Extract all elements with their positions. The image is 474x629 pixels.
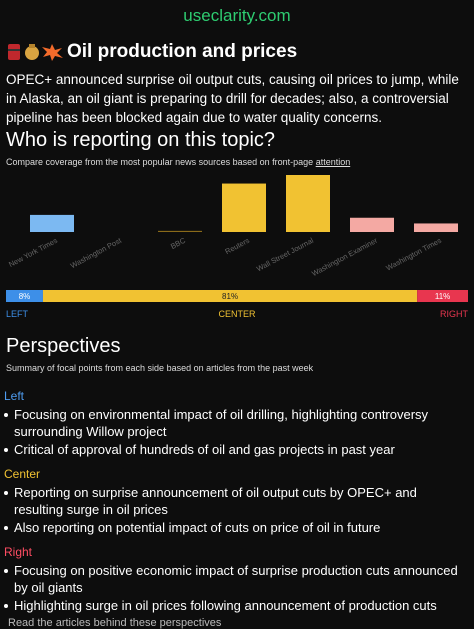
segment: [42, 290, 418, 302]
bar: [158, 230, 202, 232]
coverage-chart: New York Times Washington Post BBC Reuters W…: [7, 175, 458, 278]
segment-label: 81%: [222, 292, 238, 301]
source-label: Wall Street Journal: [255, 236, 315, 274]
segment-label: 11%: [435, 292, 450, 301]
perspective-point: Reporting on surprise announcement of oi…: [0, 484, 474, 518]
coverage-description: Compare coverage from the most popular n…: [6, 157, 350, 167]
perspectives-heading: Perspectives: [6, 335, 121, 357]
group-label[interactable]: Left: [4, 389, 25, 403]
footer-link[interactable]: Read the articles behind these perspecti…: [8, 617, 222, 629]
bar: [414, 223, 458, 232]
source-label: Washington Examiner: [310, 236, 379, 278]
legend-label: CENTER: [218, 309, 256, 319]
perspective-point: Highlighting surge in oil prices followi…: [0, 597, 474, 614]
segment: [6, 290, 43, 302]
description-text: Compare coverage from the most popular n…: [6, 157, 314, 167]
source-label: Washington Times: [384, 236, 443, 273]
bar: [30, 214, 74, 232]
segment: [417, 290, 468, 302]
site-name[interactable]: useclarity.com: [183, 6, 291, 25]
legend-label: RIGHT: [440, 309, 469, 319]
group-label[interactable]: Right: [4, 545, 33, 559]
segment-label: 8%: [19, 292, 31, 301]
title-icons: [8, 44, 63, 61]
legend-label: LEFT: [6, 309, 29, 319]
group-label[interactable]: Center: [4, 467, 41, 481]
article-summary: OPEC+ announced surprise oil output cuts…: [6, 72, 459, 125]
coverage-heading: Who is reporting on this topic?: [6, 129, 276, 151]
article-title: Oil production and prices: [67, 41, 298, 62]
source-label: Washington Post: [69, 235, 124, 270]
source-label: BBC: [169, 236, 187, 251]
source-label: Reuters: [224, 236, 252, 256]
bar: [222, 183, 266, 232]
perspective-point: Focusing on positive economic impact of …: [0, 562, 474, 596]
bias-split: 8% LEFT 81% CENTER 11% RIGHT: [6, 290, 469, 319]
perspectives-description: Summary of focal points from each side b…: [6, 363, 314, 373]
bar: [350, 217, 394, 232]
source-label: New York Times: [7, 236, 59, 269]
bar: [286, 175, 330, 232]
perspective-point: Focusing on environmental impact of oil …: [0, 406, 474, 440]
perspective-point: Also reporting on potential impact of cu…: [0, 519, 474, 536]
perspective-groups: Left Focusing on environmental impact of …: [0, 385, 474, 615]
attention-link[interactable]: attention: [315, 157, 351, 167]
perspective-point: Critical of approval of hundreds of oil …: [0, 441, 474, 458]
